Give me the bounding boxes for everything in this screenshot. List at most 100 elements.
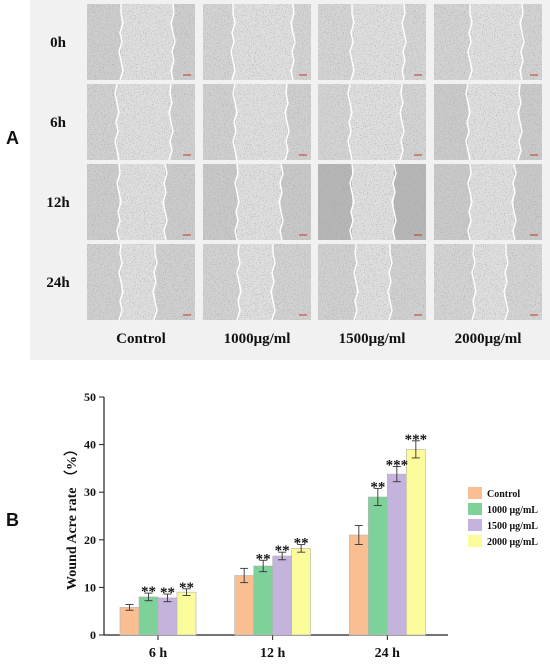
micrograph-cell xyxy=(87,3,195,81)
group-label: 1500μg/ml xyxy=(339,331,406,347)
time-label: 0h xyxy=(50,35,67,51)
wound-edge-line xyxy=(471,243,477,321)
y-axis-label: Wound Acre rate （%） xyxy=(64,442,80,590)
bar xyxy=(272,555,292,636)
wound-edge-line xyxy=(519,3,525,81)
wound-edge-line xyxy=(517,83,523,161)
wound-edge-line xyxy=(353,243,359,321)
wound-edge-line xyxy=(401,3,407,81)
legend-swatch xyxy=(468,503,482,515)
micrograph-cell xyxy=(87,83,195,161)
bar-chart: 0 10 20 30 40 50 Wound Acre rate （%） 6 h 12 h 24 … xyxy=(64,390,538,661)
time-label: 24h xyxy=(46,275,70,291)
significance-label: ** xyxy=(179,580,194,596)
time-label: 12h xyxy=(46,195,70,211)
bar xyxy=(387,473,407,636)
time-label: 6h xyxy=(50,115,67,131)
legend-label: Control xyxy=(487,489,520,500)
wound-edge-line xyxy=(116,163,122,241)
significance-label: *** xyxy=(405,432,428,448)
wound-edge-line xyxy=(284,83,290,161)
bar xyxy=(234,575,254,636)
wound-edge-line xyxy=(168,83,174,161)
wound-edge-line xyxy=(170,3,176,81)
micrograph-cell xyxy=(434,243,542,321)
micrograph-cell xyxy=(318,163,426,241)
legend-swatch xyxy=(468,487,482,499)
wound-edge-line xyxy=(387,244,393,321)
micrograph-cell xyxy=(434,3,542,81)
group-label: 2000μg/ml xyxy=(455,331,522,347)
micrograph-cell xyxy=(318,83,426,161)
significance-label: ** xyxy=(256,551,271,567)
wound-edge-line xyxy=(278,163,284,241)
wound-edge-line xyxy=(399,83,405,161)
significance-label: *** xyxy=(386,457,409,473)
wound-edge-line xyxy=(270,244,276,321)
micrograph-cell xyxy=(203,163,311,241)
y-tick-label: 30 xyxy=(84,485,96,499)
significance-label: ** xyxy=(160,585,175,601)
wound-edge-line xyxy=(232,83,238,161)
bar xyxy=(291,548,311,636)
micrograph-cell xyxy=(203,3,311,81)
micrograph-cell xyxy=(318,243,426,321)
legend-swatch xyxy=(468,535,482,547)
bar xyxy=(119,607,140,636)
legend-label: 1500 μg/mL xyxy=(487,521,538,532)
wound-edge-line xyxy=(290,3,296,81)
wound-edge-line xyxy=(234,163,240,241)
bar xyxy=(176,591,197,636)
significance-label: ** xyxy=(275,543,290,559)
wound-edge-line xyxy=(349,163,355,241)
group-label: Control xyxy=(116,331,166,347)
bar xyxy=(157,597,178,636)
bar xyxy=(138,596,159,636)
micrograph-cell xyxy=(87,163,195,241)
legend-label: 1000 μg/mL xyxy=(487,505,538,516)
x-tick-label: 24 h xyxy=(375,646,401,661)
micrograph-cell xyxy=(203,83,311,161)
panel-a-letter: A xyxy=(6,128,19,148)
y-tick-label: 50 xyxy=(84,390,96,404)
y-tick-label: 40 xyxy=(84,438,96,452)
significance-label: ** xyxy=(294,536,309,552)
wound-edge-line xyxy=(467,163,473,241)
y-tick-label: 0 xyxy=(90,628,96,642)
wound-edge-line xyxy=(465,83,471,161)
wound-edge-line xyxy=(503,244,509,321)
bar xyxy=(253,565,273,636)
micrograph-cell xyxy=(318,3,426,81)
wound-edge-line xyxy=(236,243,242,321)
wound-edge-line xyxy=(467,4,473,81)
micrograph-grid: 0h 6h 12h 24h Control 1000μg/ml 1500μg/ml 2000… xyxy=(46,3,542,347)
legend-label: 2000 μg/mL xyxy=(487,537,538,548)
panel-b-letter: B xyxy=(6,510,19,530)
chart-panel: 0 10 20 30 40 50 Wound Acre rate （%） 6 h 12 h 24 … xyxy=(0,375,550,661)
legend-swatch xyxy=(468,519,482,531)
wound-edge-line xyxy=(511,163,517,241)
significance-label: ** xyxy=(370,479,385,495)
bar xyxy=(368,496,388,636)
wound-edge-line xyxy=(391,163,397,241)
significance-label: ** xyxy=(141,584,156,600)
wound-edge-line xyxy=(349,4,355,81)
bar xyxy=(349,534,369,636)
wound-edge-line xyxy=(152,244,158,321)
y-tick-label: 10 xyxy=(84,580,96,594)
wound-edge-line xyxy=(162,163,168,241)
micrograph-cell xyxy=(203,243,311,321)
x-tick-label: 12 h xyxy=(260,646,286,661)
micrograph-cell xyxy=(434,83,542,161)
micrograph-cell xyxy=(87,243,195,321)
wound-edge-line xyxy=(118,4,124,81)
group-label: 1000μg/ml xyxy=(224,331,291,347)
wound-edge-line xyxy=(347,83,353,161)
y-tick-label: 20 xyxy=(84,533,96,547)
x-tick-label: 6 h xyxy=(149,646,168,661)
wound-edge-line xyxy=(230,4,236,81)
wound-edge-line xyxy=(114,83,120,161)
wound-edge-line xyxy=(118,243,124,321)
micrograph-panel: 0h 6h 12h 24h Control 1000μg/ml 1500μg/ml 2000… xyxy=(30,0,550,360)
micrograph-cell xyxy=(434,163,542,241)
